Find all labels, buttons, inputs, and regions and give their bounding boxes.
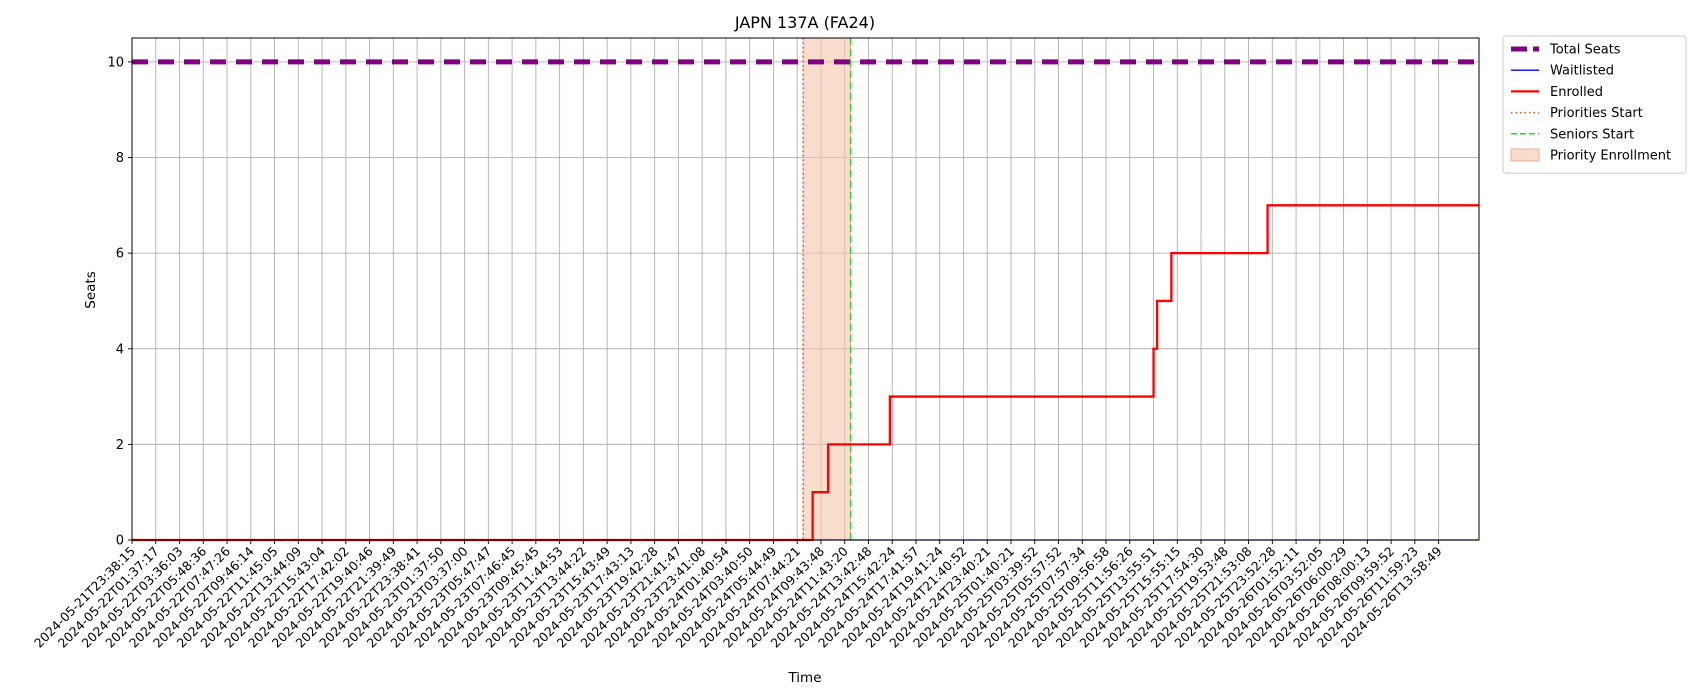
x-axis-label: Time — [787, 670, 821, 686]
priority-enrollment-span — [802, 37, 851, 541]
y-tick-label: 4 — [116, 342, 124, 357]
axes — [128, 37, 1480, 544]
grid — [131, 38, 1479, 541]
legend-label: Priority Enrollment — [1550, 149, 1671, 164]
vertical-markers — [802, 38, 852, 540]
legend-label: Total Seats — [1549, 43, 1621, 58]
y-tick-label: 10 — [107, 55, 124, 70]
legend-label: Waitlisted — [1550, 64, 1614, 79]
y-tick-labels: 0 2 4 6 8 10 — [107, 55, 124, 548]
y-tick-label: 6 — [116, 247, 124, 262]
plot-frame — [131, 37, 1480, 541]
y-axis-label: Seats — [83, 271, 99, 308]
y-tick-label: 0 — [116, 534, 124, 549]
legend-label: Enrolled — [1550, 85, 1603, 100]
series-enrolled — [132, 204, 1479, 542]
x-tick-labels: 2024-05-21T23:38:152024-05-22T01:37:1720… — [31, 543, 1445, 650]
legend-swatch — [1510, 148, 1540, 162]
chart-title: JAPN 137A (FA24) — [734, 13, 875, 32]
legend-label: Seniors Start — [1550, 127, 1634, 142]
y-tick-label: 2 — [116, 438, 124, 453]
legend-label: Priorities Start — [1550, 106, 1643, 121]
legend-box — [1502, 35, 1687, 174]
shaded-spans — [802, 37, 851, 541]
y-tick-label: 8 — [116, 151, 124, 166]
legend: Total Seats Waitlisted Enrolled Priorities … — [1502, 35, 1687, 174]
